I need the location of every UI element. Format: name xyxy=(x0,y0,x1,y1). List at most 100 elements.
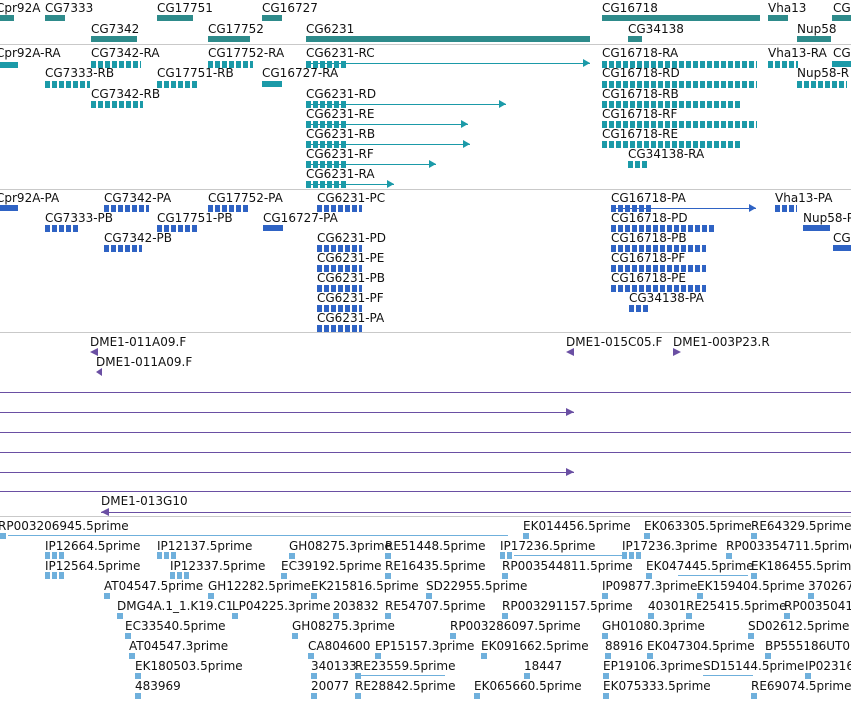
feature-bar[interactable] xyxy=(262,81,282,87)
exon-arrows[interactable] xyxy=(317,265,362,272)
feature-bar[interactable] xyxy=(603,693,609,699)
feature-label[interactable]: RP003206945.5prime xyxy=(0,519,129,533)
feature-label[interactable]: CG6231-RA xyxy=(306,167,375,181)
feature-label[interactable]: EK014456.5prime xyxy=(523,519,631,533)
feature-bar[interactable] xyxy=(0,15,14,21)
feature-bar[interactable] xyxy=(208,36,250,42)
feature-label[interactable]: DME1-015C05.F xyxy=(566,335,663,349)
feature-label[interactable]: IP12137.5prime xyxy=(157,539,253,553)
feature-label[interactable]: RE28842.5prime xyxy=(355,679,456,693)
feature-label[interactable]: CG6231-PE xyxy=(317,251,385,265)
intron-line[interactable] xyxy=(0,491,851,492)
exon-arrows[interactable] xyxy=(317,305,362,312)
feature-bar[interactable] xyxy=(311,593,317,599)
feature-bar[interactable] xyxy=(648,613,654,619)
intron-line[interactable] xyxy=(0,412,574,413)
feature-label[interactable]: IP02316 xyxy=(805,659,851,673)
feature-label[interactable]: RE51448.5prime xyxy=(385,539,486,553)
intron-line[interactable] xyxy=(611,208,756,209)
feature-label[interactable]: CG7342-PA xyxy=(104,191,172,205)
feature-label[interactable]: Vha13-RA xyxy=(768,46,827,60)
intron-line[interactable] xyxy=(306,104,506,105)
feature-label[interactable]: CG16718-PF xyxy=(611,251,686,265)
exon-arrows[interactable] xyxy=(317,245,362,252)
feature-bar[interactable] xyxy=(697,593,703,599)
feature-bar[interactable] xyxy=(232,613,238,619)
strand-arrow-right[interactable] xyxy=(461,120,468,128)
strand-arrow-right[interactable] xyxy=(673,348,681,356)
feature-label[interactable]: CG16718-RB xyxy=(602,87,679,101)
feature-label[interactable]: SD22955.5prime xyxy=(426,579,528,593)
feature-label[interactable]: CG16718-PD xyxy=(611,211,688,225)
feature-bar[interactable] xyxy=(803,225,830,231)
feature-label[interactable]: CG16718 xyxy=(602,1,658,15)
exon-arrows[interactable] xyxy=(91,101,143,108)
feature-bar[interactable] xyxy=(474,693,480,699)
feature-label[interactable]: RP003354711.5prime xyxy=(726,539,851,553)
exon-arrows[interactable] xyxy=(611,245,706,252)
exon-arrows[interactable] xyxy=(45,552,65,559)
exon-arrows[interactable] xyxy=(170,572,190,579)
feature-label[interactable]: Nup58-P xyxy=(803,211,851,225)
feature-label[interactable]: DME1-011A09.F xyxy=(96,355,193,369)
feature-label[interactable]: EK063305.5prime xyxy=(644,519,752,533)
feature-label[interactable]: Nup58 xyxy=(797,22,837,36)
feature-label[interactable]: EK047445.5prime xyxy=(646,559,754,573)
feature-label[interactable]: EK159404.5prime xyxy=(697,579,805,593)
feature-label[interactable]: IP09877.3prime xyxy=(602,579,698,593)
strand-arrow-right[interactable] xyxy=(463,140,470,148)
feature-label[interactable]: Vha13-PA xyxy=(775,191,833,205)
feature-label[interactable]: Cpr92A-PA xyxy=(0,191,60,205)
feature-bar[interactable] xyxy=(129,653,135,659)
feature-bar[interactable] xyxy=(605,653,611,659)
feature-bar[interactable] xyxy=(748,633,754,639)
feature-label[interactable]: Nup58-R xyxy=(797,66,850,80)
feature-bar[interactable] xyxy=(765,653,771,659)
feature-bar[interactable] xyxy=(603,673,609,679)
feature-label[interactable]: CG34138-RA xyxy=(628,147,705,161)
feature-label[interactable]: AT04547.5prime xyxy=(104,579,204,593)
exon-arrows[interactable] xyxy=(628,161,648,168)
feature-label[interactable]: CG7342-PB xyxy=(104,231,173,245)
feature-bar[interactable] xyxy=(726,553,732,559)
strand-arrow-left[interactable] xyxy=(96,368,102,376)
feature-bar[interactable] xyxy=(686,613,692,619)
feature-label[interactable]: EC33540.5prime xyxy=(125,619,226,633)
feature-label[interactable]: RE54707.5prime xyxy=(385,599,486,613)
feature-label[interactable]: CG7333-RB xyxy=(45,66,115,80)
feature-label[interactable]: GH08275.3prime xyxy=(292,619,395,633)
feature-label[interactable]: EK075333.5prime xyxy=(603,679,711,693)
feature-bar[interactable] xyxy=(355,673,361,679)
feature-label[interactable]: DME1-003P23.R xyxy=(673,335,770,349)
feature-label[interactable]: CG6231-RD xyxy=(306,87,377,101)
exon-arrows[interactable] xyxy=(611,285,706,292)
intron-line[interactable] xyxy=(306,124,468,125)
feature-label[interactable]: RP003291157.5prime xyxy=(502,599,633,613)
intron-line[interactable] xyxy=(306,164,436,165)
feature-label[interactable]: RE16435.5prime xyxy=(385,559,486,573)
exon-arrows[interactable] xyxy=(500,552,514,559)
feature-bar[interactable] xyxy=(502,613,508,619)
feature-label[interactable]: EK186455.5prime xyxy=(751,559,851,573)
feature-bar[interactable] xyxy=(602,15,760,21)
exon-arrows[interactable] xyxy=(602,141,742,148)
feature-bar[interactable] xyxy=(262,15,282,21)
feature-bar[interactable] xyxy=(751,573,757,579)
feature-bar[interactable] xyxy=(135,693,141,699)
feature-bar[interactable] xyxy=(333,613,339,619)
feature-label[interactable]: RP003286097.5prime xyxy=(450,619,581,633)
feature-bar[interactable] xyxy=(355,693,361,699)
feature-label[interactable]: CG6231-PD xyxy=(317,231,387,245)
feature-bar[interactable] xyxy=(125,633,131,639)
feature-label[interactable]: CG7342-RA xyxy=(91,46,160,60)
feature-bar[interactable] xyxy=(808,593,814,599)
feature-label[interactable]: 340133 xyxy=(311,659,357,673)
feature-label[interactable]: 18447 xyxy=(524,659,563,673)
feature-label[interactable]: EP15157.3prime xyxy=(375,639,475,653)
feature-label[interactable]: CG16718-PA xyxy=(611,191,686,205)
exon-arrows[interactable] xyxy=(622,552,642,559)
feature-bar[interactable] xyxy=(306,36,590,42)
feature-label[interactable]: DME1-013G10 xyxy=(101,494,188,508)
feature-label[interactable]: CG17751-RB xyxy=(157,66,234,80)
strand-arrow-right[interactable] xyxy=(749,204,756,212)
